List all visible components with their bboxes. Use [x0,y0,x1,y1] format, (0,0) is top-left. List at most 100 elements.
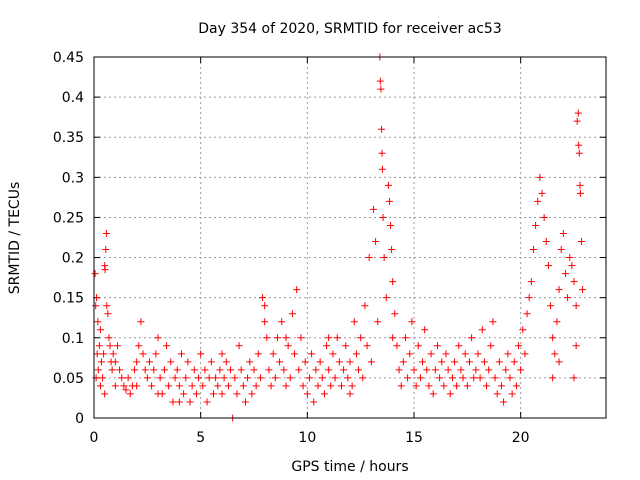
data-point [502,366,510,374]
y-tick-label: 0.35 [53,130,84,146]
data-point [259,294,267,302]
data-point [282,334,290,342]
data-point [288,310,296,318]
data-point [102,246,110,254]
data-point [113,342,121,350]
data-point [137,318,145,326]
data-point [540,213,548,221]
data-point [323,342,331,350]
chart-title: Day 354 of 2020, SRMTID for receiver ac5… [198,21,502,37]
data-point [470,374,478,382]
data-point [459,374,467,382]
data-point [220,374,228,382]
data-point [493,390,501,398]
data-point [572,342,580,350]
data-point [244,374,252,382]
data-point [487,342,495,350]
data-point [109,350,117,358]
data-point [293,286,301,294]
data-point [273,334,281,342]
data-point [314,382,322,390]
data-point [401,334,409,342]
data-point [491,374,499,382]
data-point [510,358,518,366]
x-tick-label: 0 [90,430,99,446]
data-point [278,318,286,326]
data-point [457,366,465,374]
data-point [555,286,563,294]
x-tick-label: 10 [298,430,316,446]
data-point [346,390,354,398]
x-tick-label: 5 [196,430,205,446]
data-point [367,358,375,366]
data-point [329,350,337,358]
data-point [180,390,188,398]
data-point [387,221,395,229]
data-point [252,382,260,390]
data-point [455,342,463,350]
data-point [133,358,141,366]
data-point [410,366,418,374]
data-point [104,310,112,318]
data-point [369,205,377,213]
y-tick-label: 0.05 [53,371,84,387]
data-point [141,366,149,374]
data-point [308,350,316,358]
data-point [404,374,412,382]
data-point [175,398,183,406]
data-point [378,149,386,157]
data-point [549,334,557,342]
data-point [197,350,205,358]
data-point [111,382,119,390]
data-point [163,342,171,350]
data-point [525,294,533,302]
data-point [431,366,439,374]
data-point [325,366,333,374]
data-point [192,390,200,398]
data-point [92,302,100,310]
data-point [421,326,429,334]
data-point [355,366,363,374]
y-tick-label: 0.2 [62,251,84,267]
data-point [337,382,345,390]
data-point [352,350,360,358]
data-point [133,382,141,390]
data-point [182,374,190,382]
data-point [91,270,99,278]
data-point [291,350,299,358]
data-point [573,117,581,125]
data-point [97,358,105,366]
data-point [348,382,356,390]
data-point [372,238,380,246]
data-point [118,374,126,382]
data-point [472,366,480,374]
data-point [577,238,585,246]
data-point [152,350,160,358]
y-tick-label: 0.1 [62,331,84,347]
data-point [282,382,290,390]
data-point [480,358,488,366]
data-point [391,310,399,318]
data-point [310,398,318,406]
plot-frame [93,56,607,419]
data-point [523,310,531,318]
data-point [120,382,128,390]
data-point [572,302,580,310]
data-point [438,358,446,366]
data-point [485,366,493,374]
data-point [504,350,512,358]
data-point [440,382,448,390]
data-point [250,366,258,374]
data-point [451,358,459,366]
data-point [154,334,162,342]
data-point [521,350,529,358]
x-tick-label: 15 [405,430,423,446]
data-point [305,374,313,382]
data-point [397,382,405,390]
data-point [239,382,247,390]
data-point [145,358,153,366]
data-point [318,374,326,382]
data-point [446,390,454,398]
data-point [320,390,328,398]
data-point [108,366,116,374]
